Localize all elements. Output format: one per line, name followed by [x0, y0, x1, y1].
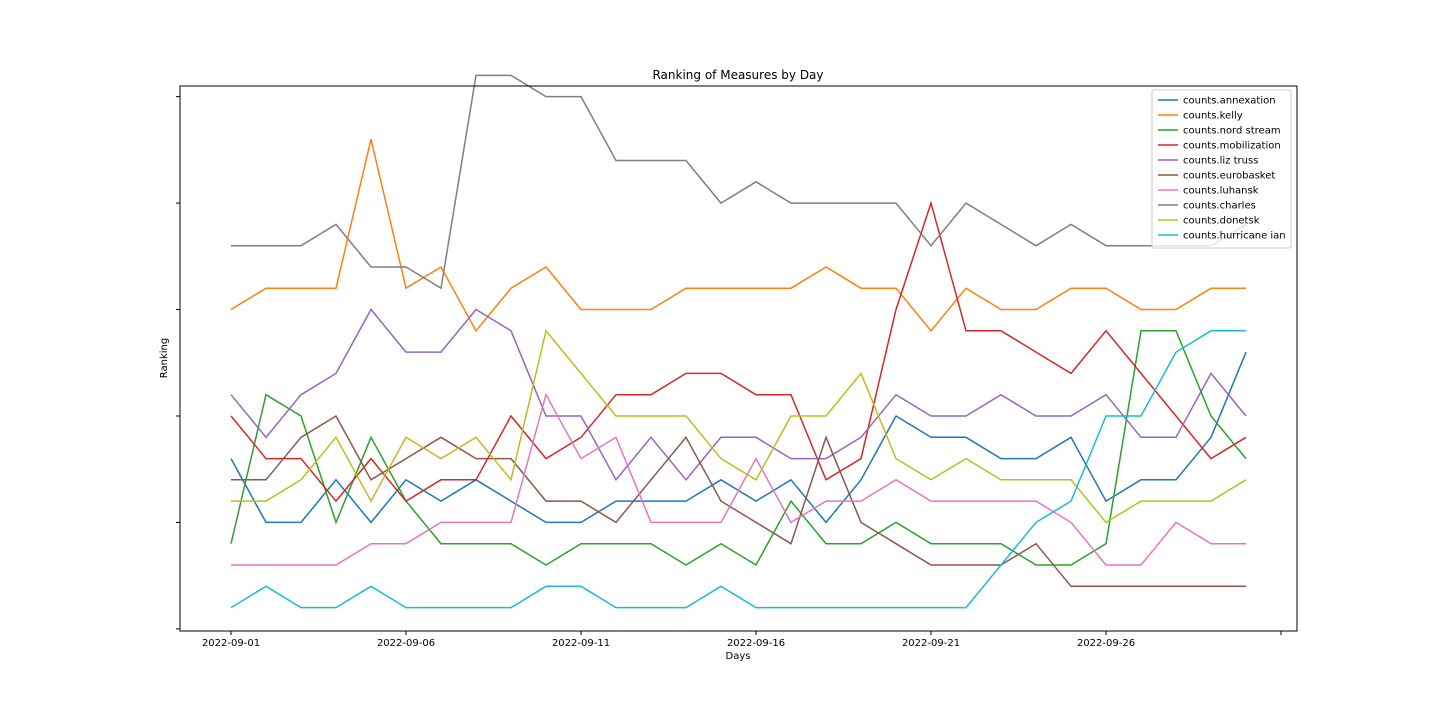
legend-entry: counts.annexation — [1183, 96, 1276, 107]
x-tick-label: 2022-09-26 — [1077, 638, 1135, 649]
legend-entry: counts.donetsk — [1183, 216, 1260, 227]
legend: counts.annexation counts.kelly counts.nord… — [1151, 89, 1292, 249]
x-tick-label: 2022-09-21 — [902, 638, 960, 649]
legend-entry: counts.kelly — [1183, 111, 1243, 122]
series-line-counts-charles — [231, 74, 1247, 290]
legend-box — [1151, 89, 1292, 249]
plot-frame — [179, 85, 1298, 632]
x-tick-label: 2022-09-01 — [202, 638, 260, 649]
series-line-counts-eurobasket — [231, 414, 1246, 588]
legend-entry: counts.hurricane ian — [1183, 231, 1286, 242]
legend-entry: counts.mobilization — [1183, 141, 1281, 152]
x-tick-label: 2022-09-06 — [377, 638, 435, 649]
y-axis-title: Ranking — [159, 338, 170, 378]
legend-entry: counts.charles — [1183, 201, 1256, 212]
series-line-counts-mobilization — [230, 200, 1247, 503]
series-line-counts-liz-truss — [230, 308, 1247, 482]
legend-entry: counts.luhansk — [1183, 186, 1259, 197]
x-axis: 2022-09-01 2022-09-06 2022-09-11 2022-09-16… — [202, 631, 1282, 649]
x-axis-title: Days — [726, 651, 751, 662]
legend-entry: counts.liz truss — [1183, 156, 1258, 167]
y-axis — [176, 96, 180, 630]
legend-entry: counts.eurobasket — [1183, 171, 1275, 182]
series-line-counts-donetsk — [231, 329, 1247, 524]
x-tick-label: 2022-09-11 — [552, 638, 610, 649]
series-line-counts-hurricane-ian — [230, 330, 1246, 609]
x-tick-label: 2022-09-16 — [727, 638, 785, 649]
chart-title: Ranking of Measures by Day — [652, 68, 823, 82]
legend-entry: counts.nord stream — [1183, 126, 1281, 137]
series-line-counts-kelly — [230, 139, 1246, 333]
plot-area — [179, 74, 1298, 632]
series-line-counts-nord-stream — [230, 330, 1247, 567]
series-line-counts-luhansk — [231, 392, 1246, 566]
